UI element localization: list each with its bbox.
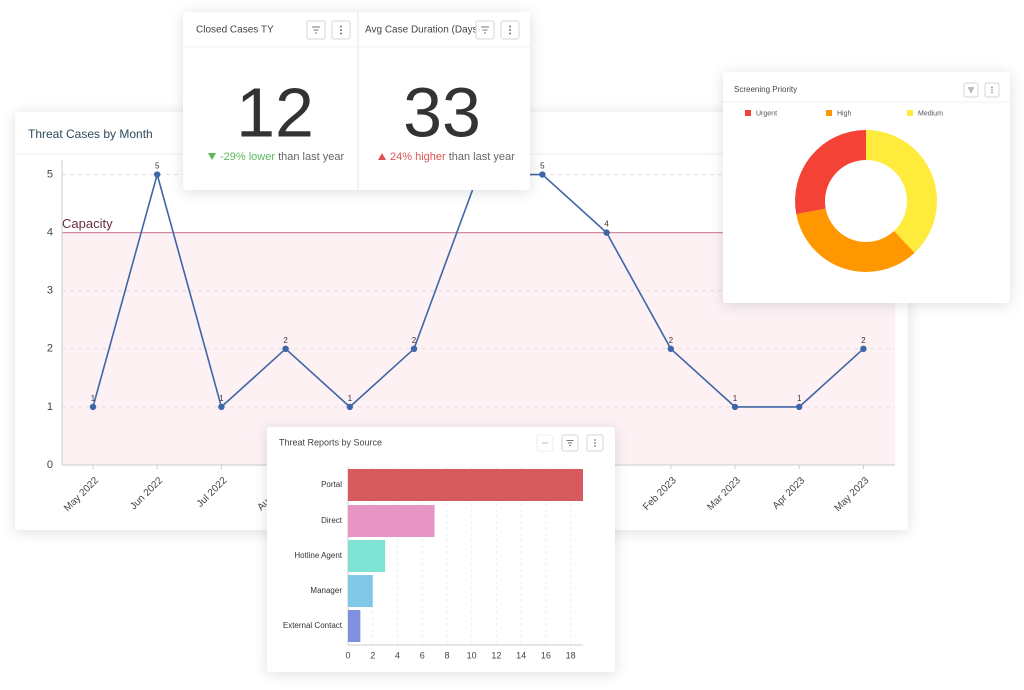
data-point	[154, 171, 161, 178]
bar	[348, 469, 583, 501]
data-label: 1	[733, 394, 738, 403]
kpi-change: -29% lower	[220, 151, 275, 163]
data-label: 5	[540, 162, 545, 171]
bar-card: Threat Reports by Source 0 2 4 6 8 10 12 14 16 18…	[267, 427, 615, 672]
x-tick-label: Feb 2023	[641, 475, 679, 513]
data-point	[860, 345, 867, 353]
y-tick-label: Direct	[321, 516, 343, 525]
y-tick-label: External Contact	[283, 621, 343, 630]
kpi-value: 33	[403, 73, 481, 151]
x-tick-label: 4	[395, 650, 400, 660]
kpi-change: 24% higher	[390, 151, 446, 163]
kpi-title: Avg Case Duration (Days)	[365, 25, 481, 36]
card-title: Screening Priority	[734, 85, 797, 94]
kpi-suffix: than last year	[449, 151, 515, 163]
x-tick-label: 14	[516, 650, 526, 660]
y-tick-label: Hotline Agent	[294, 551, 342, 560]
data-label: 5	[155, 162, 160, 171]
donut-slice	[866, 130, 937, 253]
up-arrow	[378, 153, 386, 160]
donut-card: Screening Priority Urgent High Medium	[723, 72, 1010, 303]
legend-swatch	[745, 110, 751, 116]
data-point	[731, 403, 739, 411]
y-tick-label: 1	[47, 401, 53, 413]
data-point	[89, 403, 97, 411]
data-point	[667, 345, 674, 353]
bar-chart: Threat Reports by Source 0 2 4 6 8 10 12 14 16 18…	[279, 434, 604, 660]
x-tick-label: 18	[566, 650, 576, 660]
menu-button[interactable]	[984, 82, 1000, 98]
kpi-card: Closed Cases TY Avg Case Duration (Days)…	[183, 12, 530, 190]
filter-button[interactable]	[306, 20, 326, 40]
data-label: 2	[861, 336, 866, 345]
data-label: 4	[604, 220, 609, 229]
x-tick-label: 12	[491, 650, 501, 660]
x-tick-label: May 2022	[62, 475, 101, 514]
x-tick-label: Jun 2022	[128, 475, 165, 512]
legend-label: High	[837, 110, 852, 117]
data-point	[796, 403, 803, 411]
y-tick-label: 4	[47, 227, 53, 239]
x-tick-label: 2	[370, 650, 375, 660]
data-point	[282, 345, 289, 353]
bar	[348, 505, 435, 537]
y-tick-label: 2	[47, 343, 53, 355]
x-tick-label: Mar 2023	[705, 475, 743, 513]
x-tick-label: 6	[420, 650, 425, 660]
data-label: 1	[348, 394, 353, 403]
legend-label: Medium	[918, 110, 943, 117]
data-label: 1	[219, 394, 224, 403]
x-tick-label: Apr 2023	[771, 475, 808, 512]
filter-button[interactable]	[963, 82, 979, 98]
capacity-label: Capacity	[62, 216, 113, 231]
y-tick-label: 0	[47, 459, 53, 471]
bar	[348, 575, 373, 607]
x-tick-label: 8	[444, 650, 449, 660]
y-tick-label: 5	[47, 168, 53, 180]
data-label: 2	[283, 336, 288, 345]
donut-chart: Screening Priority Urgent High Medium	[723, 82, 1010, 272]
card-title: Threat Reports by Source	[279, 437, 382, 447]
filter-button[interactable]	[561, 434, 579, 452]
kpi-title: Closed Cases TY	[196, 25, 274, 36]
legend-swatch	[907, 110, 913, 116]
y-tick-label: Portal	[321, 480, 342, 489]
kpi-change-line: -29% lower than last year	[220, 151, 344, 163]
kpi-change-line: 24% higher than last year	[390, 151, 515, 163]
kpi-value: 12	[236, 73, 314, 151]
legend-label: Urgent	[756, 110, 777, 117]
x-tick-label: Jul 2022	[195, 475, 230, 510]
data-label: 1	[91, 394, 96, 403]
menu-button[interactable]	[586, 434, 604, 452]
data-point	[410, 345, 418, 353]
x-tick-label: 10	[467, 650, 477, 660]
data-point	[218, 403, 225, 411]
x-tick-label: 0	[345, 650, 350, 660]
kpi-suffix: than last year	[278, 151, 344, 163]
kpi-panel: Closed Cases TY Avg Case Duration (Days)…	[183, 12, 530, 190]
menu-button[interactable]	[500, 20, 520, 40]
y-tick-label: 3	[47, 285, 53, 297]
data-point	[603, 229, 610, 236]
data-label: 2	[669, 336, 674, 345]
donut-slice	[796, 208, 915, 272]
data-label: 2	[412, 336, 417, 345]
down-arrow	[208, 153, 216, 160]
data-point	[539, 171, 546, 178]
menu-button[interactable]	[331, 20, 351, 40]
x-tick-label: May 2023	[833, 475, 872, 514]
donut-slice	[795, 130, 866, 215]
card-title: Threat Cases by Month	[28, 127, 153, 141]
bar	[348, 540, 386, 572]
bar	[348, 610, 361, 642]
y-tick-label: Manager	[310, 586, 342, 595]
x-tick-label: 16	[541, 650, 551, 660]
data-point	[346, 403, 353, 411]
filter-button[interactable]	[475, 20, 495, 40]
data-label: 1	[797, 394, 802, 403]
expand-button[interactable]	[536, 434, 554, 452]
legend-swatch	[826, 110, 832, 116]
